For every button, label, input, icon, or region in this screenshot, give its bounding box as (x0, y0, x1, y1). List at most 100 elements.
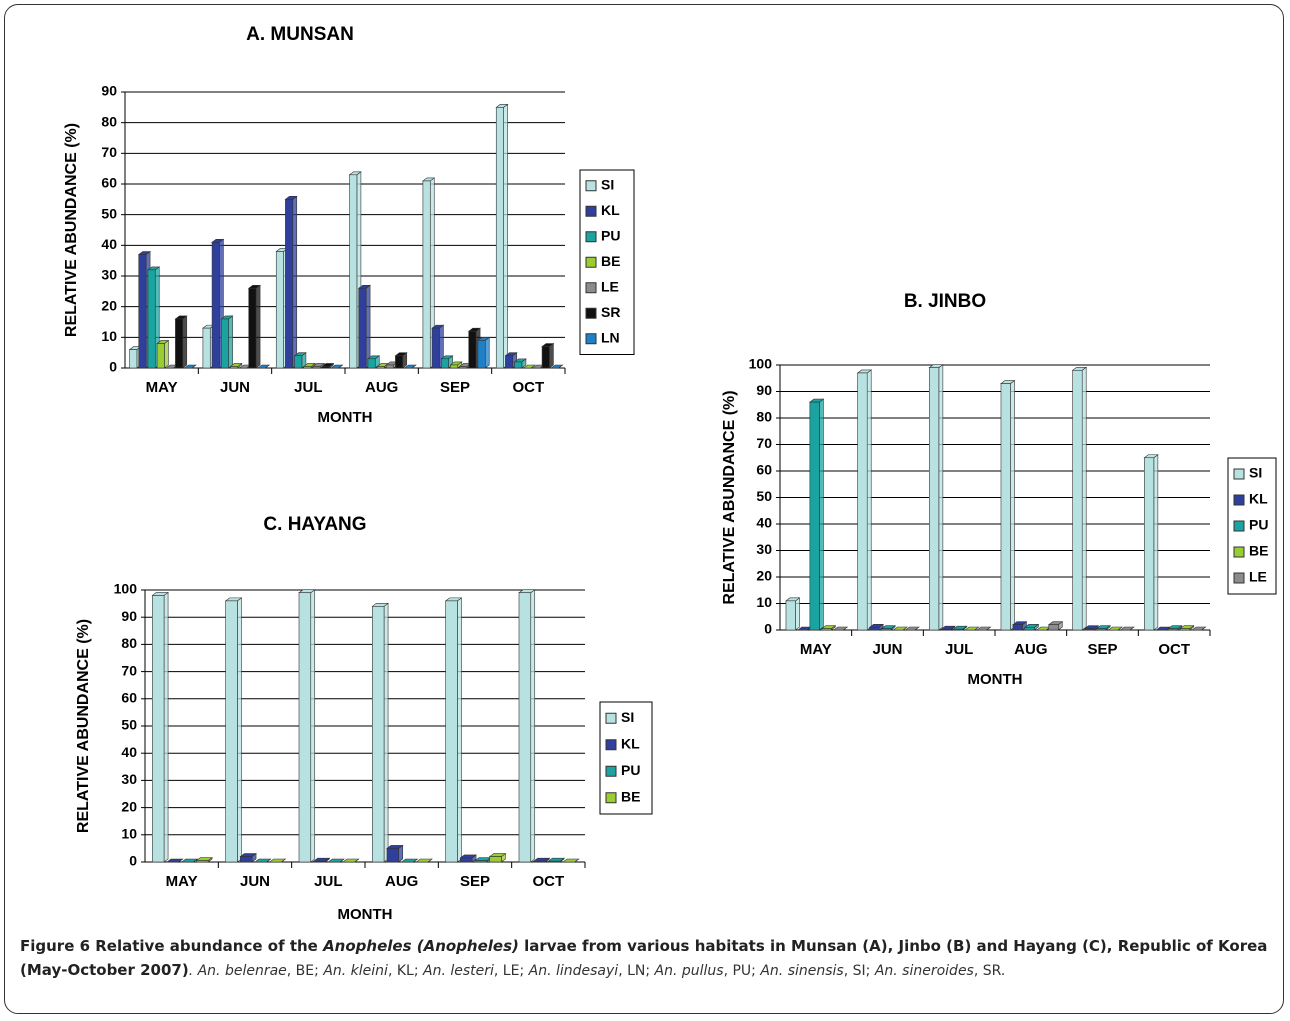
caption-text: , SI; (843, 963, 875, 979)
bar (395, 355, 404, 369)
y-tick-label: 10 (756, 594, 772, 610)
bar (1179, 628, 1190, 631)
bar (240, 856, 253, 863)
bar-top (832, 626, 849, 631)
bar-top (415, 858, 433, 863)
bar-top (964, 626, 980, 631)
bar (285, 199, 294, 369)
y-tick-label: 100 (749, 356, 773, 372)
bar-top (268, 858, 287, 863)
bar (505, 355, 514, 369)
bar (440, 358, 449, 369)
bar (474, 860, 488, 863)
bar (468, 330, 477, 369)
bar-top (562, 858, 580, 863)
x-tick-label: SEP (460, 873, 490, 890)
legend-swatch (605, 739, 617, 751)
caption: Figure 6 Relative abundance of the Anoph… (20, 934, 1272, 983)
y-tick-label: 60 (756, 462, 772, 478)
bar-side (255, 284, 261, 369)
bar (821, 628, 832, 631)
y-tick-label: 80 (121, 635, 137, 651)
bar (298, 592, 312, 863)
bar-side (310, 589, 316, 863)
x-tick-label: AUG (1014, 641, 1047, 658)
x-tick-label: JUL (314, 873, 342, 890)
bar-side (819, 398, 824, 631)
bar (1096, 628, 1107, 631)
legend-label: SI (1249, 465, 1262, 481)
x-tick-label: AUG (365, 379, 398, 396)
caption-text: , LE; (493, 963, 529, 979)
bar (376, 366, 385, 369)
bar-side (866, 369, 872, 631)
bar-side (164, 339, 169, 369)
bar-top (403, 364, 417, 369)
x-tick-label: MAY (166, 873, 198, 890)
y-tick-label: 20 (756, 568, 772, 584)
caption-text: , KL; (387, 963, 423, 979)
charts: A. MUNSAN MONTH RELATIVE ABUNDANCE (%) 0 10 2… (63, 24, 1277, 923)
y-axis-label: RELATIVE ABUNDANCE (%) (75, 619, 92, 833)
bar-top (1191, 626, 1207, 631)
legend-swatch (605, 765, 617, 777)
legend-swatch (585, 231, 597, 243)
bar-top (330, 364, 344, 369)
bar-side (1081, 366, 1087, 631)
bar (809, 401, 820, 631)
bar-top (254, 858, 272, 863)
bar (857, 372, 868, 631)
bar (225, 600, 238, 863)
caption-text: An. kleini (323, 963, 388, 979)
bar (1048, 624, 1059, 631)
bar-top (166, 858, 184, 863)
caption-text: , SR. (973, 963, 1006, 979)
bar (230, 366, 239, 369)
legend-label: SI (621, 709, 634, 725)
bar-top (550, 364, 564, 369)
legend-swatch (1233, 546, 1245, 558)
bar-side (228, 315, 233, 369)
legend-label: PU (1249, 517, 1268, 533)
bar-side (182, 315, 188, 369)
bar-side (365, 284, 371, 369)
bar-side (503, 103, 508, 369)
y-tick-label: 0 (764, 621, 772, 637)
bar (349, 174, 358, 369)
legend-label: BE (1249, 543, 1268, 559)
legend-swatch (585, 256, 597, 268)
y-tick-label: 50 (756, 488, 772, 504)
x-tick-label: OCT (512, 379, 544, 396)
x-axis-label: MONTH (968, 671, 1023, 688)
caption-text: An. lindesayi (528, 963, 619, 979)
bar (459, 366, 468, 369)
bar-top (342, 858, 360, 863)
bar (431, 327, 440, 369)
bar-top (1107, 626, 1123, 631)
bar-side (457, 597, 462, 863)
bar (1000, 383, 1011, 631)
legend-label: SI (601, 176, 614, 192)
legend-label: LE (1249, 569, 1267, 585)
x-axis-label: MONTH (338, 906, 393, 923)
y-tick-label: 90 (121, 608, 137, 624)
caption-text: , BE; (286, 963, 324, 979)
bar (929, 367, 940, 631)
legend-label: KL (601, 202, 620, 218)
bar (129, 349, 138, 369)
bar (1024, 627, 1035, 631)
bar-top (183, 364, 197, 369)
bar-side (292, 195, 298, 369)
y-tick-label: 0 (109, 359, 117, 375)
bar (533, 860, 546, 863)
bar (1167, 628, 1179, 631)
bar-top (180, 858, 199, 863)
bar-side (530, 589, 536, 863)
y-tick-label: 40 (756, 515, 772, 531)
y-tick-label: 10 (121, 826, 137, 842)
bar (312, 366, 321, 369)
bar (152, 595, 165, 863)
bar (303, 366, 312, 369)
bar-side (549, 342, 554, 369)
